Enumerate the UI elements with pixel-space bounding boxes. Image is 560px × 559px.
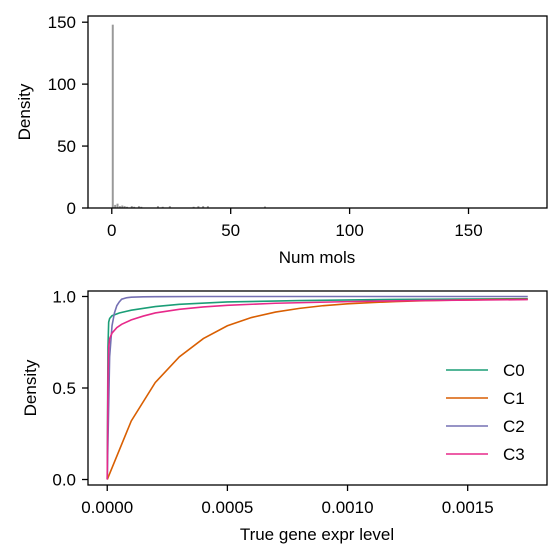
histogram-bar bbox=[263, 206, 266, 208]
histogram-bars bbox=[111, 24, 266, 209]
histogram-bar bbox=[137, 206, 140, 208]
histogram-x-axis-label: Num mols bbox=[279, 248, 356, 267]
cdf-axes-frame bbox=[87, 290, 548, 486]
cdf-x-axis-label: True gene expr level bbox=[240, 525, 394, 544]
histogram-bar bbox=[121, 205, 124, 208]
cdf-y-tick-label: 1.0 bbox=[52, 287, 76, 306]
cdf-x-tick-label: 0.0000 bbox=[81, 498, 133, 517]
histogram-bar bbox=[114, 204, 117, 208]
legend-label-c2: C2 bbox=[503, 417, 525, 436]
cdf-panel: 0.0000 0.0005 0.0010 0.0015 0.0 0.5 1.0 True … bbox=[21, 287, 548, 544]
histogram-y-tick-label: 50 bbox=[57, 137, 76, 156]
legend-label-c3: C3 bbox=[503, 445, 525, 464]
histogram-x-tick-label: 100 bbox=[335, 221, 363, 240]
cdf-lines bbox=[106, 295, 528, 480]
histogram-x-tick-label: 0 bbox=[107, 221, 116, 240]
histogram-panel: 0 50 100 150 0 50 100 150 Num mols Density bbox=[15, 13, 548, 267]
histogram-x-tick-label: 50 bbox=[221, 221, 240, 240]
histogram-bar bbox=[123, 206, 126, 208]
histogram-bar bbox=[206, 206, 209, 208]
cdf-line-c1 bbox=[106, 298, 528, 480]
histogram-bar bbox=[168, 206, 171, 208]
cdf-line-c3 bbox=[106, 298, 528, 480]
cdf-line-c0 bbox=[106, 297, 528, 480]
cdf-legend: C0 C1 C2 C3 bbox=[446, 361, 525, 464]
histogram-y-ticks: 0 50 100 150 bbox=[48, 13, 88, 218]
cdf-y-axis-label: Density bbox=[21, 359, 40, 416]
legend-label-c1: C1 bbox=[503, 389, 525, 408]
histogram-y-axis-label: Density bbox=[15, 83, 34, 140]
legend-label-c0: C0 bbox=[503, 361, 525, 380]
histogram-x-tick-label: 150 bbox=[454, 221, 482, 240]
histogram-x-ticks: 0 50 100 150 bbox=[107, 208, 483, 240]
cdf-y-tick-label: 0.5 bbox=[52, 379, 76, 398]
histogram-y-tick-label: 150 bbox=[48, 13, 76, 32]
histogram-bar bbox=[202, 206, 205, 208]
histogram-y-tick-label: 100 bbox=[48, 75, 76, 94]
histogram-bar bbox=[116, 203, 119, 208]
histogram-y-tick-label: 0 bbox=[67, 199, 76, 218]
cdf-x-tick-label: 0.0010 bbox=[322, 498, 374, 517]
cdf-x-tick-label: 0.0005 bbox=[201, 498, 253, 517]
histogram-bar bbox=[156, 206, 159, 208]
histogram-bar bbox=[197, 206, 200, 208]
cdf-y-tick-label: 0.0 bbox=[52, 471, 76, 490]
cdf-line-c2 bbox=[106, 295, 528, 480]
histogram-axes-frame bbox=[87, 15, 548, 209]
cdf-x-tick-label: 0.0015 bbox=[442, 498, 494, 517]
cdf-x-ticks: 0.0000 0.0005 0.0010 0.0015 bbox=[81, 485, 494, 517]
histogram-bar bbox=[130, 206, 133, 208]
histogram-bar bbox=[118, 206, 121, 208]
cdf-y-ticks: 0.0 0.5 1.0 bbox=[52, 287, 88, 490]
histogram-bar bbox=[111, 24, 114, 209]
